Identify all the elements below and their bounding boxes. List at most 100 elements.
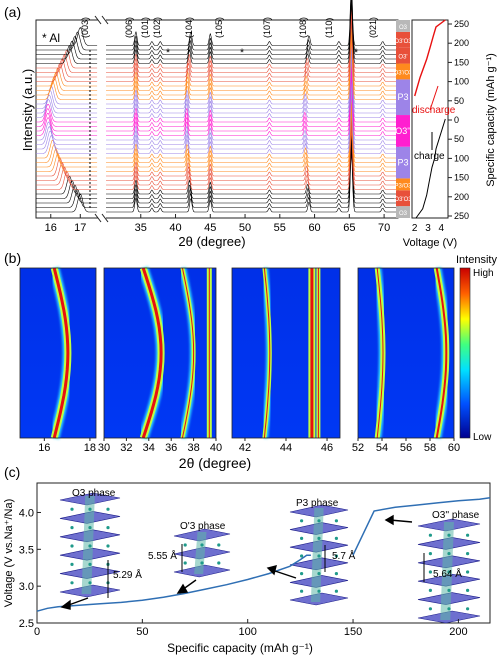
na-ion — [106, 544, 110, 548]
xrd-pattern-left — [36, 31, 98, 51]
xrd-pattern-left — [36, 72, 98, 91]
side-y-tick-label: 200 — [454, 192, 469, 202]
na-ion — [466, 570, 470, 574]
xrd-pattern-left — [36, 130, 98, 150]
peak-label: (021) — [368, 17, 378, 38]
xrd-pattern-right — [106, 0, 398, 51]
na-ion — [70, 526, 74, 530]
heatmap-core — [141, 267, 163, 439]
spacing-p3: 5.7 Å — [332, 549, 356, 562]
pointer-arrows — [60, 514, 413, 610]
xrd-pattern-right — [106, 143, 398, 204]
na-ion — [317, 589, 321, 593]
xrd-pattern-right — [106, 111, 398, 172]
phase-segment — [396, 79, 410, 116]
xrd-pattern-right — [106, 17, 398, 78]
unit-cell-prism — [310, 508, 324, 602]
side-x-tick-label: 2 — [412, 223, 418, 234]
x-tick-label-c: 0 — [34, 626, 40, 638]
xrd-pattern-left — [36, 99, 98, 118]
heatmap-core — [263, 267, 271, 439]
heatmap-core — [52, 267, 70, 439]
phase-label-op3: O'3 phase — [180, 521, 226, 532]
xrd-pattern-right — [106, 147, 398, 208]
phase-segment — [396, 115, 410, 147]
x-tick-label-a: 60 — [308, 222, 320, 234]
heatmap-tick-label: 36 — [165, 442, 177, 454]
spacing-o3pp: 5.64 Å — [433, 567, 462, 580]
xrd-pattern-right — [106, 89, 398, 150]
na-ion — [447, 533, 451, 537]
xrd-pattern-right — [106, 129, 398, 190]
discharge-curve — [414, 19, 446, 97]
peak-label: (102) — [152, 17, 162, 38]
xrd-pattern-right — [106, 44, 398, 105]
colorbar-low: Low — [473, 432, 492, 443]
xrd-pattern-right — [106, 134, 398, 195]
xrd-pattern-left — [36, 112, 98, 132]
x-tick-label-a: 45 — [204, 222, 216, 234]
peak-label: (104) — [184, 17, 194, 38]
phase-label: P3/O3 — [394, 183, 412, 189]
panel-label-b: (b) — [4, 250, 21, 266]
na-ion — [88, 581, 92, 585]
na-ion — [70, 544, 74, 548]
phase-segment — [396, 63, 410, 80]
phase-segment — [396, 206, 410, 218]
xrd-pattern-right — [106, 57, 398, 118]
phase-segment — [396, 20, 410, 32]
na-ion — [70, 507, 74, 511]
xrd-pattern-right — [106, 62, 398, 123]
xrd-pattern-left — [36, 153, 98, 172]
na-ion — [317, 536, 321, 541]
heatmaps: 16 18 30 32 34 36 38 40 42 44 46 52 54 56 58 60 — [19, 266, 460, 454]
na-ion — [334, 536, 338, 541]
phase-label: P3 — [397, 158, 408, 168]
xrd-pattern-right — [106, 39, 398, 100]
na-ion — [200, 561, 204, 565]
na-ion — [466, 533, 470, 537]
peak-label: (107) — [262, 17, 272, 38]
x-tick-label-a: 65 — [343, 222, 355, 234]
spacing-op3: 5.55 Å — [148, 549, 177, 562]
na-ion — [106, 507, 110, 511]
x-tick-label-c: 200 — [449, 626, 467, 638]
na-ion — [447, 588, 451, 593]
peak-label: (003) — [80, 17, 90, 38]
discharge-label: discharge — [412, 105, 456, 116]
x-tick-label-a: 17 — [74, 222, 86, 234]
voltage-curve — [36, 554, 311, 612]
al-peak-mark: * — [240, 47, 245, 59]
xrd-pattern-left — [36, 193, 98, 213]
phase-label: O3'' — [395, 126, 411, 136]
xrd-pattern-left — [36, 108, 98, 127]
xrd-pattern-left — [36, 49, 98, 69]
phase-label: O3 — [399, 211, 408, 217]
xrd-patterns — [36, 0, 398, 213]
x-tick-label-a: 70 — [378, 222, 390, 234]
legend-al: * Al — [42, 31, 60, 45]
x-tick-label-a: 40 — [169, 222, 181, 234]
crystal-structures — [59, 492, 481, 624]
phase-segment — [396, 178, 410, 191]
xrd-pattern-left — [36, 126, 98, 145]
xrd-pattern-right — [106, 53, 398, 114]
side-ylabel: Specific capacity (mAh g⁻¹) — [485, 53, 497, 187]
side-y-tick-label: 50 — [454, 96, 464, 106]
side-y-ticks: 250 200 150 100 50 0 50 100 150 200 250 — [448, 19, 469, 221]
phase-label-o3-text: O3 phase — [72, 488, 116, 499]
panel-label-a: (a) — [4, 4, 21, 20]
heatmap-frame — [103, 267, 217, 439]
colorbar-title: Intensity — [456, 254, 497, 266]
xrd-pattern-left — [36, 157, 98, 177]
phase-label: O3 — [399, 25, 408, 31]
na-ion — [428, 552, 432, 556]
xrd-pattern-right — [106, 30, 398, 91]
panel-c: (c) 0 50 100 150 200 2.5 3.0 3.5 4.0 Specific ca… — [3, 464, 491, 655]
xrd-pattern-right — [106, 35, 398, 96]
panel-label-c: (c) — [4, 464, 20, 480]
heatmap-tick-label: 38 — [187, 442, 199, 454]
xrd-pattern-left — [36, 175, 98, 195]
xrd-pattern-right — [106, 8, 398, 69]
phase-label: O3'/O3 — [394, 70, 413, 76]
